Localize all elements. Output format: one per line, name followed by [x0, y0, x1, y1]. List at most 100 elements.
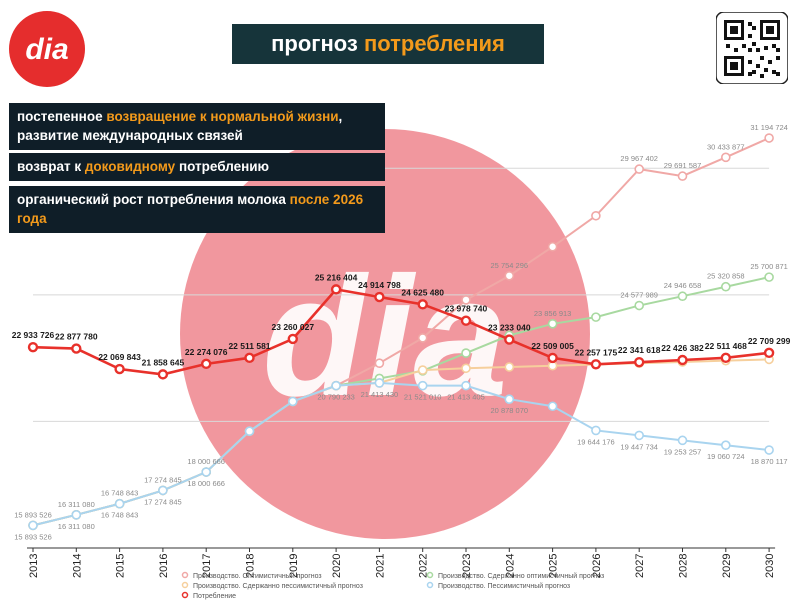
data-label-optimistic-2013: 15 893 526: [14, 510, 52, 519]
point-optimistic-2029: [720, 152, 731, 163]
series-line-consumption: [32, 287, 770, 376]
x-tick-label-2025: 2025: [548, 554, 560, 578]
data-label-optimistic-2024: 25 754 296: [491, 261, 529, 270]
point-optimistic-2026: [591, 210, 601, 221]
legend-marker-consumption: [181, 591, 189, 599]
data-label-optimistic-2029: 30 433 877: [707, 142, 745, 151]
series-line-pessimistic: [32, 381, 770, 527]
point-optimistic-2022: [417, 333, 428, 343]
point-pessimistic-2015: [114, 498, 125, 509]
data-label-consumption-2024: 23 233 040: [488, 323, 531, 333]
point-consumption-2029: [720, 352, 731, 364]
point-pessimistic-2017: [201, 467, 211, 477]
x-tick-label-2021: 2021: [374, 554, 386, 578]
data-label-pessimistic-2022: 21 521 010: [404, 393, 442, 402]
point-consumption-2023: [460, 315, 472, 326]
data-label-optimistic-2027: 29 967 402: [620, 154, 658, 163]
data-label-consumption-2023: 23 978 740: [445, 304, 488, 314]
x-tick-label-2019: 2019: [288, 554, 300, 578]
point-moderate_optimistic-2029: [720, 281, 731, 292]
legend-label-moderate_optimistic: Производство. Сдержанно оптимистичный пр…: [438, 572, 604, 580]
point-pessimistic-2023: [461, 380, 471, 391]
point-consumption-2016: [157, 369, 169, 380]
point-consumption-2028: [677, 354, 688, 366]
x-tick-label-2024: 2024: [504, 554, 516, 578]
svg-text:dia: dia: [262, 242, 508, 432]
point-pessimistic-2018: [244, 426, 255, 437]
point-pessimistic-2019: [287, 396, 298, 407]
data-label-pessimistic-2021: 21 413 430: [361, 390, 399, 399]
point-consumption-2025: [547, 352, 558, 364]
point-moderate_optimistic-2027: [634, 300, 645, 311]
data-label-moderate_optimistic-2030: 25 700 871: [750, 262, 788, 271]
x-tick-label-2029: 2029: [721, 554, 733, 578]
point-moderate_optimistic-2025: [547, 318, 558, 329]
point-optimistic-2028: [677, 171, 688, 181]
x-tick-label-2022: 2022: [418, 554, 430, 578]
point-consumption-2019: [287, 333, 298, 345]
x-axis: 2013 2014 2015 2016 2017 2018 2019 2020 2021 2022…: [27, 547, 776, 578]
data-label-optimistic-2017: 18 000 666: [187, 457, 225, 466]
point-optimistic-2021: [374, 358, 385, 369]
point-optimistic-2027: [634, 164, 645, 174]
x-tick-label-2030: 2030: [764, 554, 776, 578]
data-label-consumption-2028: 22 426 382: [661, 343, 704, 353]
point-pessimistic-2016: [158, 485, 168, 496]
point-optimistic-2023: [461, 295, 471, 305]
point-pessimistic-2024: [504, 394, 515, 405]
point-consumption-2027: [634, 356, 645, 368]
legend-marker-moderate_pessimistic: [181, 581, 189, 589]
point-moderate_optimistic-2023: [461, 348, 471, 358]
logo-text: dia: [25, 33, 68, 66]
data-label-moderate_optimistic-2025: 23 856 913: [534, 309, 572, 318]
note-pre-covid-consumption: возврат к доковидному потреблению: [9, 153, 385, 181]
point-pessimistic-2014: [71, 510, 82, 520]
data-label-pessimistic-2016: 17 274 845: [144, 497, 182, 506]
data-label-consumption-2026: 22 257 175: [575, 347, 618, 357]
data-label-consumption-2027: 22 341 618: [618, 345, 661, 355]
data-label-moderate_optimistic-2029: 25 320 858: [707, 272, 745, 281]
legend-label-pessimistic: Производство. Пессимистичный прогноз: [438, 582, 570, 590]
data-label-pessimistic-2017: 18 000 666: [187, 479, 225, 488]
data-label-optimistic-2030: 31 194 724: [750, 123, 788, 132]
x-tick-label-2027: 2027: [634, 554, 646, 578]
data-label-consumption-2019: 23 260 027: [272, 322, 315, 332]
point-consumption-2026: [590, 359, 602, 370]
x-tick-label-2014: 2014: [71, 554, 83, 578]
point-optimistic-2024: [504, 270, 515, 281]
x-tick-label-2017: 2017: [201, 554, 213, 578]
point-consumption-2024: [504, 334, 515, 345]
page-title: прогноз потребления: [232, 24, 544, 64]
data-label-consumption-2016: 21 858 645: [142, 357, 185, 367]
data-label-consumption-2017: 22 274 076: [185, 347, 228, 357]
point-consumption-2030: [763, 347, 775, 359]
data-label-pessimistic-2029: 19 060 724: [707, 452, 745, 461]
point-pessimistic-2028: [677, 435, 688, 446]
data-label-pessimistic-2013: 15 893 526: [14, 532, 52, 541]
data-label-consumption-2021: 24 914 798: [358, 280, 401, 290]
data-label-moderate_optimistic-2028: 24 946 658: [664, 281, 702, 290]
data-label-consumption-2015: 22 069 843: [98, 352, 141, 362]
title-part2: потребления: [363, 31, 505, 56]
data-label-pessimistic-2028: 19 253 257: [664, 447, 702, 456]
note-return-normal-life: постепенное возвращение к нормальной жиз…: [9, 103, 385, 150]
dia-logo: dia: [9, 11, 85, 87]
point-pessimistic-2025: [547, 401, 558, 412]
qr-code: [716, 12, 788, 84]
x-tick-label-2016: 2016: [158, 554, 170, 578]
data-label-pessimistic-2024: 20 878 070: [491, 406, 529, 415]
data-label-pessimistic-2023: 21 413 405: [447, 393, 485, 402]
data-label-pessimistic-2015: 16 748 843: [101, 511, 139, 520]
x-tick-label-2026: 2026: [591, 554, 603, 578]
data-label-pessimistic-2027: 19 447 734: [620, 442, 658, 451]
point-optimistic-2025: [547, 241, 558, 252]
point-pessimistic-2022: [417, 380, 428, 391]
point-moderate_pessimistic-2023: [461, 363, 471, 374]
point-moderate_optimistic-2028: [677, 291, 688, 302]
data-label-consumption-2030: 22 709 299: [748, 336, 791, 346]
point-moderate_optimistic-2030: [764, 272, 774, 282]
x-tick-label-2015: 2015: [115, 554, 127, 578]
data-label-consumption-2029: 22 511 468: [705, 341, 747, 351]
point-consumption-2013: [27, 341, 39, 353]
